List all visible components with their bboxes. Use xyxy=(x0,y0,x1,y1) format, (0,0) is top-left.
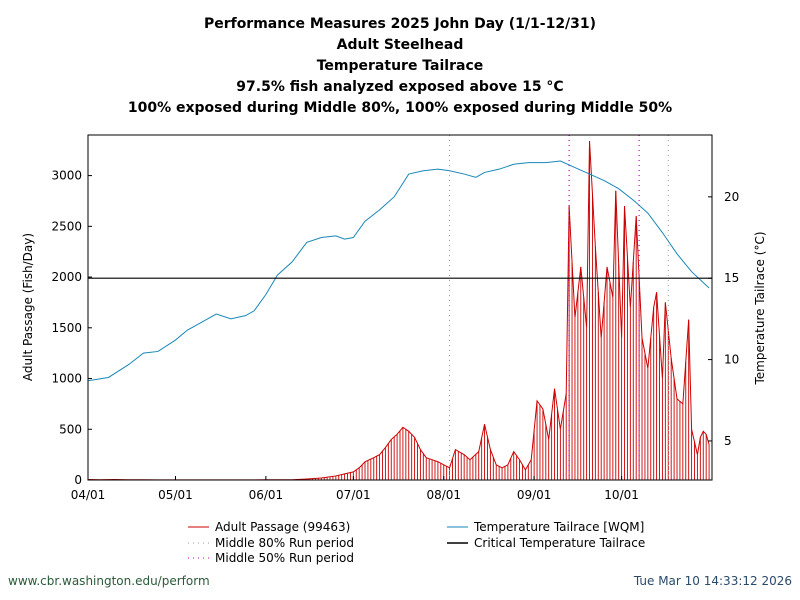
left-axis-tick-label: 1000 xyxy=(51,372,82,386)
footer-timestamp: Tue Mar 10 14:33:12 2026 xyxy=(633,574,792,588)
right-axis-tick-label: 5 xyxy=(724,434,732,448)
plot-frame xyxy=(87,134,713,481)
left-axis-tick-label: 3000 xyxy=(51,169,82,183)
chart-title-line-5: 100% exposed during Middle 80%, 100% exp… xyxy=(128,100,672,116)
x-axis-tick-label: 05/01 xyxy=(158,488,193,502)
plot-area xyxy=(87,135,712,481)
chart-title-line-1: Performance Measures 2025 John Day (1/1-… xyxy=(204,16,596,32)
passage-series-line xyxy=(87,141,710,481)
left-axis-label: Adult Passage (Fish/Day) xyxy=(21,233,35,381)
right-axis-tick-label: 10 xyxy=(724,353,739,367)
chart-title-line-3: Temperature Tailrace xyxy=(317,58,484,74)
legend-label-middle50: Middle 50% Run period xyxy=(215,551,354,565)
left-axis-tick-label: 500 xyxy=(59,422,82,436)
legend-label-passage: Adult Passage (99463) xyxy=(215,520,350,534)
right-axis: 5 10 15 20 xyxy=(708,190,739,448)
passage-bars xyxy=(87,141,710,480)
x-axis-tick-label: 04/01 xyxy=(71,488,106,502)
x-axis: 04/01 05/01 06/01 07/01 08/01 09/01 10/01 xyxy=(71,476,639,502)
right-axis-tick-label: 15 xyxy=(724,271,739,285)
x-axis-tick-label: 08/01 xyxy=(426,488,461,502)
legend-label-temperature: Temperature Tailrace [WQM] xyxy=(473,520,644,534)
legend-label-critical: Critical Temperature Tailrace xyxy=(474,536,645,550)
x-axis-tick-label: 09/01 xyxy=(517,488,552,502)
x-axis-tick-label: 06/01 xyxy=(249,488,284,502)
left-axis: 0 500 1000 1500 2000 2500 3000 xyxy=(51,169,92,487)
x-axis-tick-label: 07/01 xyxy=(336,488,371,502)
legend-label-middle80: Middle 80% Run period xyxy=(215,536,354,550)
footer-source-link[interactable]: www.cbr.washington.edu/perform xyxy=(8,574,210,588)
legend: Adult Passage (99463) Middle 80% Run peri… xyxy=(188,520,645,565)
chart-title-line-2: Adult Steelhead xyxy=(337,37,464,53)
x-axis-tick-label: 10/01 xyxy=(604,488,639,502)
left-axis-tick-label: 2500 xyxy=(51,219,82,233)
chart-title-line-4: 97.5% fish analyzed exposed above 15 °C xyxy=(236,79,563,95)
right-axis-label: Temperature Tailrace (°C) xyxy=(753,231,767,385)
chart-title: Performance Measures 2025 John Day (1/1-… xyxy=(128,16,672,116)
right-axis-tick-label: 20 xyxy=(724,190,739,204)
left-axis-tick-label: 2000 xyxy=(51,270,82,284)
left-axis-tick-label: 0 xyxy=(74,473,82,487)
temperature-series-line xyxy=(87,160,710,382)
left-axis-tick-label: 1500 xyxy=(51,321,82,335)
